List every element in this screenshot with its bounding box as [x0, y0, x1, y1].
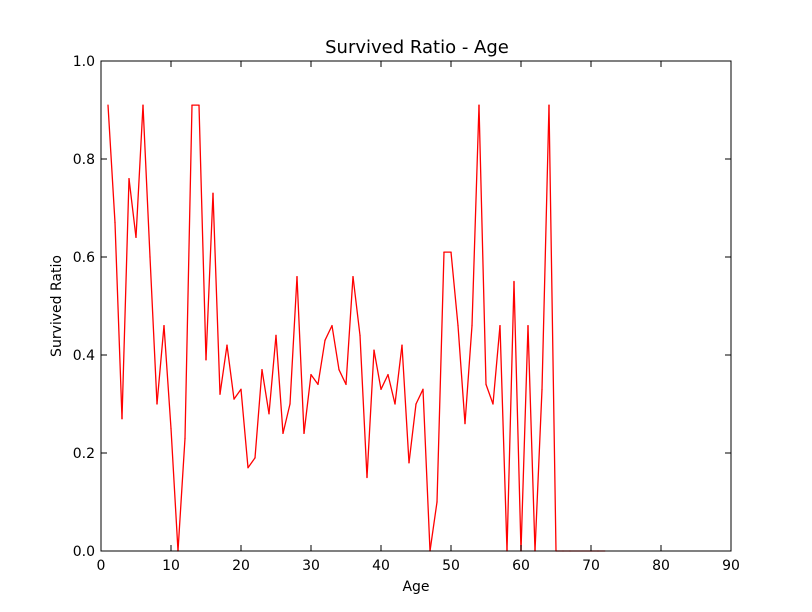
line-segment	[478, 104, 487, 386]
line-segment	[429, 501, 438, 552]
line-segment	[233, 388, 242, 400]
x-tick-label: 0	[97, 558, 106, 574]
line-segment	[219, 344, 228, 395]
x-tick-label: 40	[372, 558, 390, 574]
line-segment	[205, 192, 214, 361]
line-segment	[527, 324, 536, 552]
plot-frame	[100, 60, 732, 552]
line-segment	[436, 251, 445, 503]
line-segment	[142, 104, 151, 258]
line-segment	[338, 369, 347, 386]
line-segment	[317, 339, 326, 386]
x-tick-label: 30	[302, 558, 320, 574]
axis-ticks: 0 10 20 30 40 50 60 70 80 90 0.0 0.2 0.4 0.6 0.8 1.0	[73, 54, 740, 574]
line-segment	[506, 280, 515, 552]
line-segment	[541, 104, 550, 390]
x-tick-label: 70	[582, 558, 600, 574]
line-segment	[247, 457, 256, 469]
x-tick-label: 60	[512, 558, 530, 574]
x-tick-label: 10	[162, 558, 180, 574]
line-segment	[324, 324, 333, 341]
line-segment	[345, 275, 354, 386]
line-segment	[177, 437, 186, 552]
y-tick-label: 1.0	[73, 54, 95, 70]
x-tick-label: 50	[442, 558, 460, 574]
line-segment	[520, 324, 529, 552]
line-segment	[289, 275, 298, 405]
line-segment	[128, 177, 137, 239]
line-segment	[163, 324, 172, 430]
line-segment	[261, 369, 270, 415]
line-segment	[492, 324, 501, 405]
line-segment	[548, 104, 557, 552]
line-segment	[184, 104, 193, 439]
line-segment	[352, 275, 361, 337]
line-segment	[212, 192, 221, 395]
line-segment	[394, 344, 403, 405]
line-segment	[226, 344, 235, 400]
line-segment	[422, 388, 431, 552]
line-segment	[380, 373, 389, 390]
line-segment	[450, 251, 459, 327]
line-segment	[401, 344, 410, 464]
line-segment	[303, 373, 312, 435]
y-axis-label: Survived Ratio	[49, 255, 65, 357]
line-segment	[534, 388, 543, 552]
x-tick-label: 90	[722, 558, 740, 574]
line-segment	[513, 280, 522, 552]
line-segment	[359, 334, 368, 479]
line-segment	[296, 275, 305, 435]
line-segment	[310, 373, 319, 386]
line-segment	[275, 334, 284, 435]
line-segment	[415, 388, 424, 405]
line-segment	[464, 324, 473, 425]
line-segment	[254, 369, 263, 459]
line-segment	[373, 349, 382, 390]
line-segment	[499, 324, 508, 552]
x-tick-label: 80	[652, 558, 670, 574]
line-segment	[366, 349, 375, 479]
line-segment	[282, 403, 291, 435]
line-segment	[331, 324, 340, 371]
y-tick-label: 0.4	[73, 348, 95, 364]
line-segment	[485, 383, 494, 405]
line-segment	[408, 403, 417, 464]
x-axis-label: Age	[402, 579, 429, 595]
line-segment	[114, 222, 123, 420]
line-segment	[121, 177, 130, 420]
x-tick-label: 20	[232, 558, 250, 574]
line-segment	[471, 104, 480, 327]
line-segment	[268, 334, 277, 415]
y-tick-label: 0.0	[73, 544, 95, 560]
series-line	[107, 104, 606, 552]
line-segment	[457, 324, 466, 425]
y-tick-label: 0.6	[73, 250, 95, 266]
line-segment	[387, 373, 396, 405]
line-segment	[170, 427, 179, 552]
line-segment	[198, 104, 207, 361]
y-tick-label: 0.8	[73, 152, 95, 168]
plot-area	[107, 104, 606, 552]
line-segment	[156, 324, 165, 405]
line-segment	[149, 256, 158, 405]
y-tick-label: 0.2	[73, 446, 95, 462]
line-segment	[240, 388, 249, 469]
line-segment	[107, 104, 116, 224]
chart-title: Survived Ratio - Age	[325, 37, 509, 58]
line-segment	[135, 104, 144, 239]
